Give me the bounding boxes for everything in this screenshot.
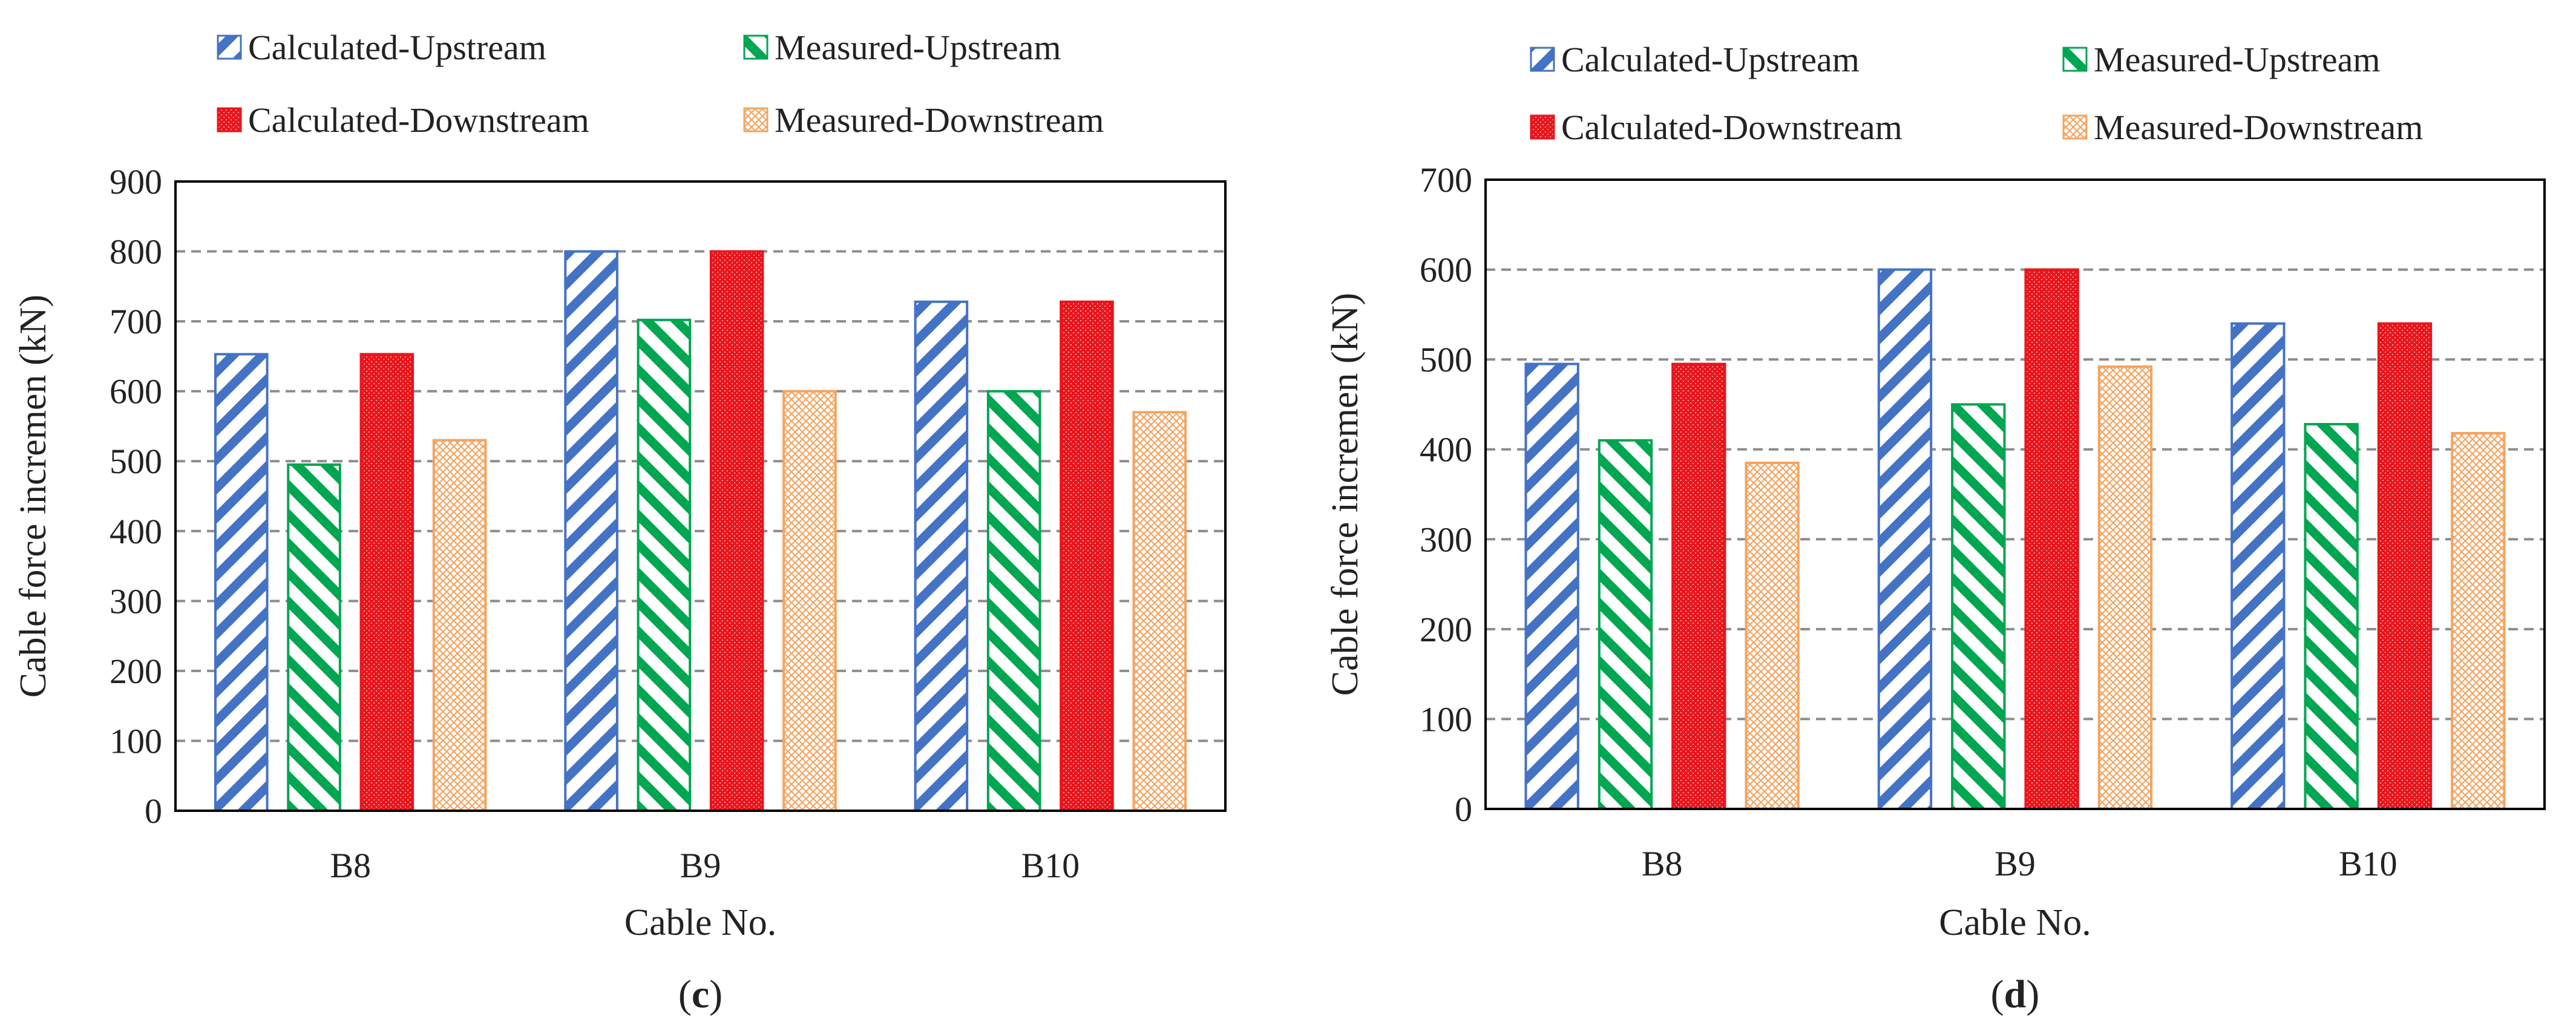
bar-measured-downstream-b9 (782, 390, 837, 812)
y-tick-label: 900 (110, 162, 162, 201)
bar-calculated-downstream-b9 (709, 250, 764, 812)
legend-item: Measured-Downstream (743, 100, 1104, 140)
legend-item: Calculated-Upstream (217, 28, 546, 67)
legend-swatch (217, 107, 242, 133)
bar-calculated-upstream-b9 (564, 250, 618, 812)
y-tick-label: 300 (1420, 520, 1472, 559)
x-tick-label: B8 (330, 846, 371, 885)
legend-label: Measured-Upstream (2094, 40, 2381, 79)
bar-measured-upstream-b9 (1951, 403, 2006, 810)
plot-area-frame (174, 180, 1227, 812)
legend-item: Measured-Downstream (2062, 108, 2423, 147)
legend-item: Calculated-Downstream (1530, 108, 1903, 147)
legend-swatch (1530, 114, 1555, 140)
y-tick-label: 300 (110, 581, 162, 621)
panel-label: (c) (678, 972, 723, 1016)
bar-measured-downstream-b8 (432, 439, 487, 812)
legend-label: Calculated-Downstream (248, 100, 589, 140)
legend-label: Measured-Downstream (775, 100, 1104, 140)
bar-measured-upstream-b9 (637, 318, 692, 812)
y-axis-label: Cable force incremen (kN) (13, 295, 54, 698)
legend-swatch (2062, 114, 2088, 140)
y-tick-label: 600 (110, 372, 162, 411)
legend-item: Calculated-Downstream (217, 100, 589, 140)
bar-calculated-upstream-b8 (214, 353, 269, 812)
y-tick-label: 800 (110, 232, 162, 272)
legend-item: Measured-Upstream (743, 28, 1061, 67)
x-tick-label: B10 (1021, 846, 1080, 885)
legend-swatch (743, 34, 769, 60)
y-tick-label: 200 (1420, 610, 1472, 649)
chart-panel-c: 0 100 200 300 400 500 600 700 800 900 B8 B9 B10 Cable… (13, 28, 1227, 1016)
bar-calculated-downstream-b9 (2024, 268, 2079, 811)
y-axis-label: Cable force incremen (kN) (1325, 293, 1366, 696)
y-tick-label: 0 (1455, 790, 1472, 829)
legend-label: Calculated-Upstream (1561, 40, 1860, 79)
bar-calculated-downstream-b8 (1671, 362, 1726, 810)
y-tick-label: 700 (110, 302, 162, 341)
y-tick-label: 100 (110, 721, 162, 761)
plot-area-frame (1484, 178, 2546, 810)
legend-swatch (217, 34, 242, 60)
bar-measured-downstream-b10 (1132, 411, 1187, 812)
bar-measured-downstream-b8 (1745, 462, 1800, 810)
panel-label: (d) (1991, 972, 2040, 1016)
legend-label: Calculated-Upstream (248, 28, 546, 67)
y-tick-label: 500 (110, 442, 162, 481)
legend-swatch (1530, 47, 1555, 72)
bar-measured-upstream-b10 (2304, 423, 2359, 810)
bar-calculated-upstream-b10 (2230, 322, 2286, 810)
y-tick-label: 400 (110, 512, 162, 551)
x-axis-label: Cable No. (624, 902, 776, 943)
x-tick-label: B9 (1994, 844, 2036, 883)
x-tick-label: B9 (680, 846, 721, 885)
y-tick-label: 100 (1420, 699, 1472, 739)
y-tick-label: 0 (145, 791, 162, 831)
y-tick-label: 200 (110, 652, 162, 691)
bar-measured-upstream-b8 (287, 463, 341, 812)
y-tick-label: 600 (1420, 250, 1472, 290)
legend-label: Calculated-Downstream (1561, 108, 1903, 147)
bar-calculated-upstream-b9 (1877, 268, 1933, 811)
bar-calculated-downstream-b8 (359, 353, 415, 812)
legend-swatch (2062, 47, 2088, 72)
x-tick-label: B10 (2339, 844, 2397, 883)
y-tick-label: 400 (1420, 430, 1472, 470)
bar-measured-downstream-b9 (2097, 365, 2153, 810)
y-tick-label: 700 (1420, 160, 1472, 200)
legend-swatch (743, 107, 769, 133)
x-tick-label: B8 (1642, 844, 1683, 883)
bar-calculated-downstream-b10 (2377, 322, 2433, 810)
legend-label: Measured-Downstream (2094, 108, 2423, 147)
x-axis-label: Cable No. (1939, 902, 2091, 943)
bar-calculated-downstream-b10 (1060, 300, 1114, 812)
legend-item: Calculated-Upstream (1530, 40, 1860, 79)
bar-measured-downstream-b10 (2451, 431, 2506, 810)
chart-panel-d: 0 100 200 300 400 500 600 700 B8 B9 B10 Cable No. Ca… (1325, 40, 2546, 1016)
legend-item: Measured-Upstream (2062, 40, 2381, 79)
y-tick-label: 500 (1420, 340, 1472, 379)
bar-measured-upstream-b8 (1598, 439, 1653, 810)
bar-calculated-upstream-b10 (914, 300, 969, 812)
bar-measured-upstream-b10 (986, 390, 1041, 812)
bar-calculated-upstream-b8 (1524, 362, 1579, 810)
legend-label: Measured-Upstream (775, 28, 1061, 67)
